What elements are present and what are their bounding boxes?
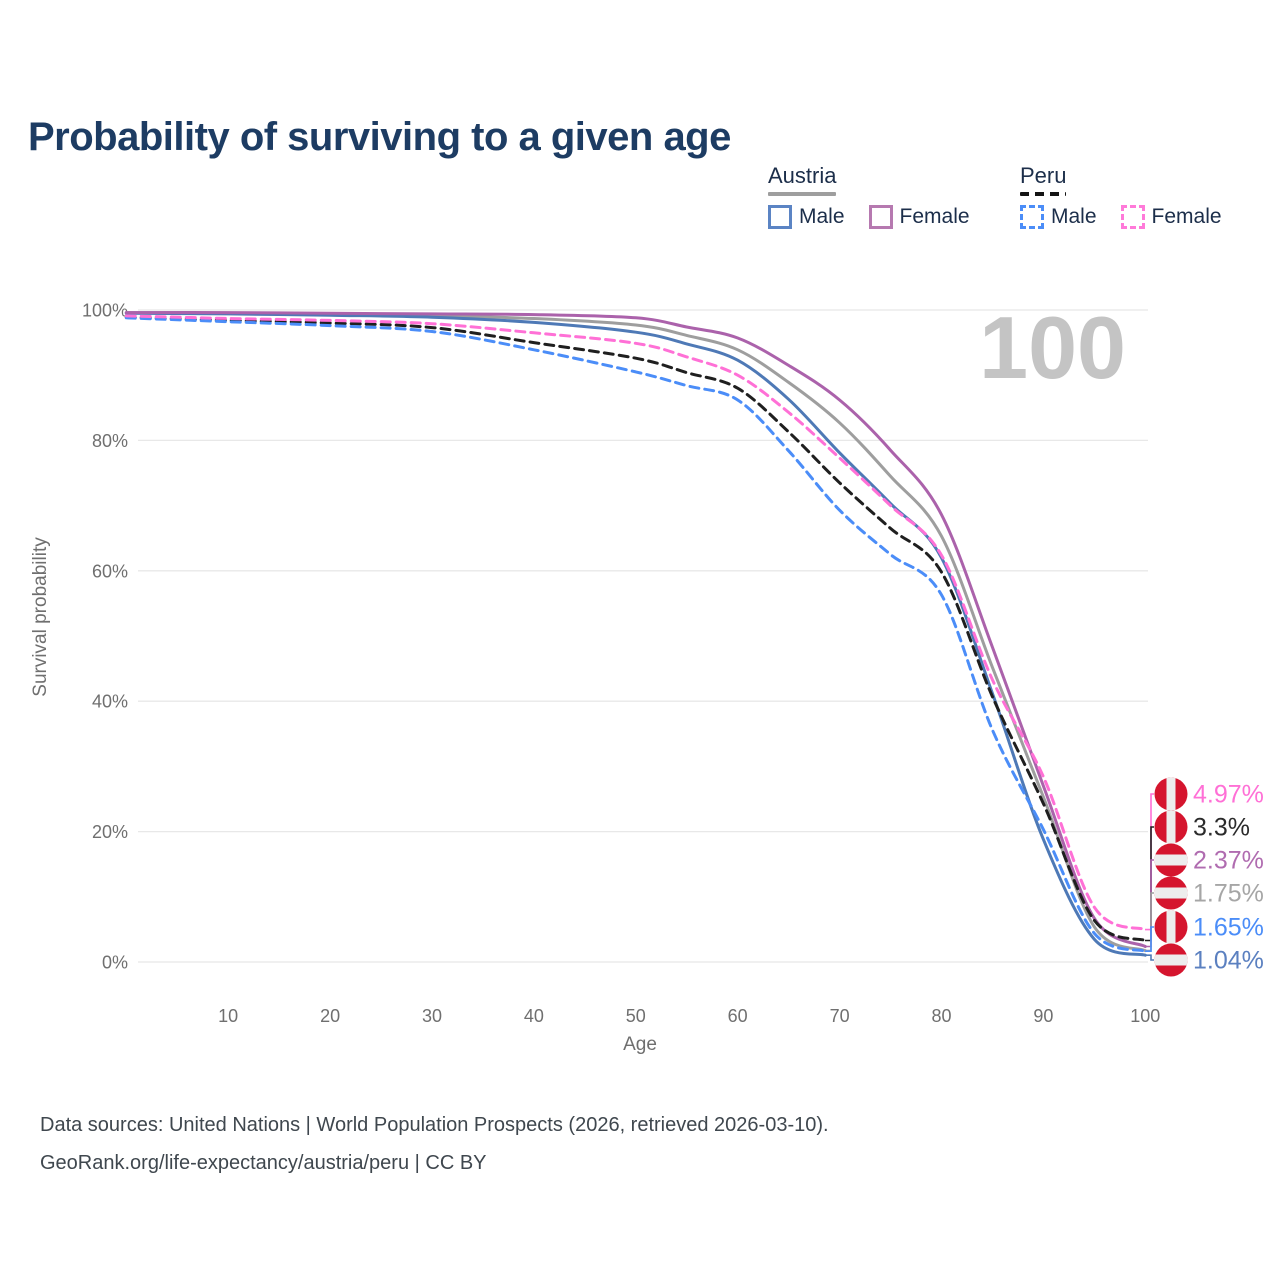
series-line-peru-female[interactable]: [124, 314, 1147, 932]
austria-male-swatch-icon[interactable]: [768, 205, 792, 229]
legend-item-peru-female[interactable]: Female: [1120, 205, 1222, 229]
y-tick-label-20: 20%: [92, 822, 128, 842]
y-tick-label-100: 100%: [82, 301, 128, 321]
peru-male-swatch-icon[interactable]: [1020, 205, 1044, 229]
y-tick-label-0: 0%: [102, 953, 128, 973]
peru-female-swatch-icon[interactable]: [1120, 205, 1145, 229]
legend-group-peru-title: Peru: [1020, 163, 1067, 196]
end-label-peru-male: 1.65%: [1193, 914, 1264, 942]
legend-austria-underline: [768, 192, 837, 196]
legend-item-austria-male-label: Male: [799, 205, 845, 228]
x-tick-label-30: 30: [422, 1006, 442, 1026]
x-tick-label-80: 80: [931, 1006, 951, 1026]
legend-peru-underline: [1020, 192, 1067, 196]
legend-item-peru-female-label: Female: [1151, 205, 1222, 228]
legend-item-peru-male-label: Male: [1051, 205, 1097, 228]
end-label-connector-peru-female: [1145, 793, 1154, 931]
footer-data-sources: Data sources: United Nations | World Pop…: [40, 1114, 829, 1136]
y-tick-label-80: 80%: [92, 431, 128, 451]
x-tick-label-50: 50: [626, 1006, 646, 1026]
x-tick-label-90: 90: [1033, 1006, 1053, 1026]
end-label-connector-austria-female: [1145, 859, 1154, 948]
austria-female-swatch-icon[interactable]: [868, 205, 893, 229]
legend-item-austria-male[interactable]: Male: [768, 205, 845, 229]
page-title: Probability of surviving to a given age: [28, 114, 731, 159]
series-line-austria-total[interactable]: [124, 311, 1147, 953]
series-line-peru-total[interactable]: [124, 315, 1147, 942]
legend-item-austria-female[interactable]: Female: [868, 205, 970, 229]
series-line-austria-female[interactable]: [124, 311, 1147, 948]
legend-group-austria-title: Austria: [768, 163, 837, 196]
x-tick-label-10: 10: [218, 1006, 238, 1026]
end-label-connector-austria-total: [1145, 892, 1154, 952]
y-tick-label-60: 60%: [92, 561, 128, 581]
x-tick-label-60: 60: [728, 1006, 748, 1026]
peru-flag-icon: [1154, 910, 1188, 944]
legend-group-peru-label: Peru: [1020, 163, 1067, 188]
austria-flag-icon: [1154, 843, 1188, 877]
footer-attribution: GeoRank.org/life-expectancy/austria/peru…: [40, 1152, 487, 1174]
x-axis-title: Age: [623, 1034, 657, 1055]
y-tick-label-40: 40%: [92, 692, 128, 712]
peru-flag-icon: [1154, 777, 1188, 811]
legend: Austria Male Female Peru Male: [0, 163, 1280, 243]
legend-group-austria: Austria Male Female: [768, 163, 970, 229]
end-label-austria-male: 1.04%: [1193, 947, 1264, 975]
legend-items-peru: Male Female: [1020, 205, 1222, 229]
legend-group-peru: Peru Male Female: [1020, 163, 1222, 229]
footer: Data sources: United Nations | World Pop…: [40, 1106, 1240, 1182]
x-tick-label-100: 100: [1130, 1006, 1160, 1026]
end-label-austria-total: 1.75%: [1193, 880, 1264, 908]
austria-flag-icon: [1154, 943, 1188, 977]
y-axis-title: Survival probability: [30, 537, 51, 697]
x-tick-label-40: 40: [524, 1006, 544, 1026]
legend-items-austria: Male Female: [768, 205, 970, 229]
peru-flag-icon: [1154, 810, 1188, 844]
end-label-connector-austria-male: [1145, 954, 1154, 961]
legend-group-austria-label: Austria: [768, 163, 837, 188]
hover-age-watermark: 100: [979, 298, 1126, 397]
end-label-connector-peru-total: [1145, 826, 1154, 942]
series-line-austria-male[interactable]: [124, 311, 1147, 957]
series-line-peru-male[interactable]: [124, 316, 1147, 953]
austria-flag-icon: [1154, 876, 1188, 910]
end-label-connector-peru-male: [1145, 926, 1154, 952]
x-tick-label-20: 20: [320, 1006, 340, 1026]
end-label-austria-female: 2.37%: [1193, 847, 1264, 875]
end-label-peru-total: 3.3%: [1193, 814, 1250, 842]
legend-item-austria-female-label: Female: [899, 205, 970, 228]
end-label-peru-female: 4.97%: [1193, 781, 1264, 809]
legend-item-peru-male[interactable]: Male: [1020, 205, 1097, 229]
x-tick-label-70: 70: [830, 1006, 850, 1026]
